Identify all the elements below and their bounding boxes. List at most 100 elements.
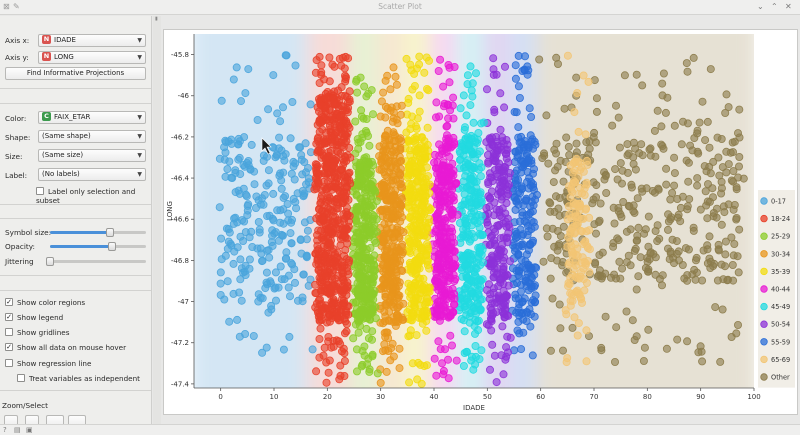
- data-point[interactable]: [458, 272, 467, 281]
- data-point[interactable]: [381, 317, 390, 326]
- data-point[interactable]: [511, 74, 520, 83]
- data-point[interactable]: [315, 334, 324, 343]
- data-point[interactable]: [570, 313, 579, 322]
- data-point[interactable]: [420, 210, 429, 219]
- data-point[interactable]: [657, 122, 666, 131]
- data-point[interactable]: [408, 85, 417, 94]
- data-point[interactable]: [341, 233, 350, 242]
- data-point[interactable]: [363, 162, 372, 171]
- data-point[interactable]: [390, 256, 399, 265]
- save-icon[interactable]: ▣: [26, 426, 33, 434]
- data-point[interactable]: [300, 218, 309, 227]
- data-point[interactable]: [504, 311, 513, 320]
- data-point[interactable]: [415, 107, 424, 116]
- data-point[interactable]: [449, 300, 458, 309]
- data-point[interactable]: [648, 186, 657, 195]
- data-point[interactable]: [514, 304, 523, 313]
- data-point[interactable]: [315, 295, 324, 304]
- data-point[interactable]: [698, 97, 707, 106]
- data-point[interactable]: [311, 160, 320, 169]
- data-point[interactable]: [406, 60, 415, 69]
- data-point[interactable]: [434, 67, 443, 76]
- data-point[interactable]: [527, 197, 536, 206]
- data-point[interactable]: [405, 238, 414, 247]
- data-point[interactable]: [543, 232, 552, 241]
- data-point[interactable]: [291, 61, 300, 70]
- data-point[interactable]: [235, 288, 244, 297]
- data-point[interactable]: [325, 194, 334, 203]
- data-point[interactable]: [518, 208, 527, 217]
- data-point[interactable]: [325, 356, 334, 365]
- data-point[interactable]: [591, 258, 600, 267]
- data-point[interactable]: [468, 172, 477, 181]
- data-point[interactable]: [489, 54, 498, 63]
- data-point[interactable]: [437, 304, 446, 313]
- data-point[interactable]: [304, 174, 313, 183]
- data-point[interactable]: [572, 148, 581, 157]
- data-point[interactable]: [559, 177, 568, 186]
- data-point[interactable]: [440, 214, 449, 223]
- data-point[interactable]: [326, 168, 335, 177]
- data-point[interactable]: [578, 189, 587, 198]
- data-point[interactable]: [662, 344, 671, 353]
- data-point[interactable]: [336, 361, 345, 370]
- data-point[interactable]: [690, 134, 699, 143]
- data-point[interactable]: [317, 306, 326, 315]
- data-point[interactable]: [445, 78, 454, 87]
- data-point[interactable]: [284, 283, 293, 292]
- data-point[interactable]: [518, 242, 527, 251]
- data-point[interactable]: [674, 210, 683, 219]
- data-point[interactable]: [261, 284, 270, 293]
- data-point[interactable]: [335, 375, 344, 384]
- data-point[interactable]: [221, 251, 230, 260]
- data-point[interactable]: [692, 253, 701, 262]
- data-point[interactable]: [381, 270, 390, 279]
- data-point[interactable]: [388, 339, 397, 348]
- data-point[interactable]: [450, 138, 459, 147]
- data-point[interactable]: [444, 312, 453, 321]
- data-point[interactable]: [225, 317, 234, 326]
- data-point[interactable]: [364, 334, 373, 343]
- data-point[interactable]: [566, 301, 575, 310]
- data-point[interactable]: [459, 361, 468, 370]
- data-point[interactable]: [634, 223, 643, 232]
- data-point[interactable]: [640, 343, 649, 352]
- data-point[interactable]: [312, 367, 321, 376]
- data-point[interactable]: [478, 231, 487, 240]
- data-point[interactable]: [486, 290, 495, 299]
- data-point[interactable]: [637, 140, 646, 149]
- data-point[interactable]: [490, 108, 499, 117]
- data-point[interactable]: [467, 198, 476, 207]
- data-point[interactable]: [732, 183, 741, 192]
- data-point[interactable]: [276, 218, 285, 227]
- data-point[interactable]: [281, 254, 290, 263]
- data-point[interactable]: [591, 193, 600, 202]
- data-point[interactable]: [398, 240, 407, 249]
- data-point[interactable]: [332, 128, 341, 137]
- data-point[interactable]: [495, 220, 504, 229]
- data-point[interactable]: [693, 181, 702, 190]
- data-point[interactable]: [724, 200, 733, 209]
- data-point[interactable]: [558, 346, 567, 355]
- data-point[interactable]: [342, 327, 351, 336]
- data-point[interactable]: [437, 281, 446, 290]
- data-point[interactable]: [469, 118, 478, 127]
- data-point[interactable]: [684, 245, 693, 254]
- data-point[interactable]: [526, 310, 535, 319]
- data-point[interactable]: [701, 136, 710, 145]
- data-point[interactable]: [572, 139, 581, 148]
- data-point[interactable]: [528, 351, 537, 360]
- data-point[interactable]: [315, 127, 324, 136]
- data-point[interactable]: [397, 193, 406, 202]
- data-point[interactable]: [422, 53, 431, 62]
- data-point[interactable]: [444, 261, 453, 270]
- data-point[interactable]: [390, 212, 399, 221]
- data-point[interactable]: [515, 138, 524, 147]
- data-point[interactable]: [390, 242, 399, 251]
- data-point[interactable]: [560, 104, 569, 113]
- data-point[interactable]: [279, 103, 288, 112]
- data-point[interactable]: [500, 172, 509, 181]
- data-point[interactable]: [729, 276, 738, 285]
- data-point[interactable]: [632, 236, 641, 245]
- data-point[interactable]: [581, 205, 590, 214]
